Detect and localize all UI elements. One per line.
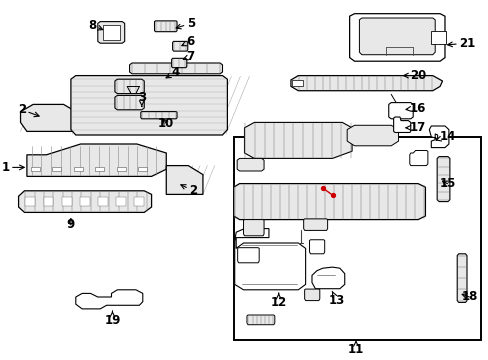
Polygon shape	[349, 14, 444, 61]
Text: 11: 11	[347, 341, 364, 356]
Polygon shape	[436, 157, 449, 202]
Text: 19: 19	[104, 311, 121, 327]
Text: 8: 8	[88, 19, 102, 32]
Text: 13: 13	[327, 291, 344, 307]
Polygon shape	[141, 112, 177, 119]
Text: 6: 6	[182, 35, 194, 48]
Polygon shape	[129, 63, 222, 74]
Polygon shape	[115, 95, 144, 110]
Polygon shape	[102, 25, 120, 40]
Polygon shape	[311, 267, 344, 289]
Bar	[233, 137, 480, 340]
Polygon shape	[61, 197, 71, 206]
Polygon shape	[237, 158, 264, 171]
Bar	[74, 167, 82, 171]
Polygon shape	[76, 290, 142, 309]
Polygon shape	[304, 289, 319, 301]
Bar	[52, 167, 61, 171]
Text: 3: 3	[138, 91, 145, 107]
Polygon shape	[166, 166, 203, 194]
Polygon shape	[115, 79, 144, 94]
Text: 7: 7	[183, 50, 194, 63]
Polygon shape	[388, 103, 412, 119]
Text: 2: 2	[18, 103, 39, 117]
Polygon shape	[43, 197, 53, 206]
Bar	[117, 167, 125, 171]
Text: 17: 17	[405, 121, 426, 134]
Polygon shape	[116, 197, 126, 206]
Polygon shape	[246, 315, 274, 325]
Text: 1: 1	[2, 161, 24, 174]
Polygon shape	[71, 76, 227, 135]
Polygon shape	[171, 58, 186, 68]
Text: 12: 12	[270, 293, 286, 309]
Polygon shape	[309, 240, 324, 254]
Bar	[138, 167, 147, 171]
Polygon shape	[98, 22, 124, 43]
Polygon shape	[346, 125, 398, 146]
Polygon shape	[292, 80, 303, 86]
Text: 10: 10	[158, 117, 174, 130]
Polygon shape	[172, 41, 187, 51]
Polygon shape	[243, 220, 264, 236]
Polygon shape	[409, 150, 427, 166]
Polygon shape	[303, 219, 327, 230]
Polygon shape	[428, 126, 448, 148]
Polygon shape	[290, 76, 442, 91]
Polygon shape	[25, 197, 35, 206]
Polygon shape	[80, 197, 89, 206]
Polygon shape	[430, 31, 445, 44]
Polygon shape	[134, 197, 144, 206]
Polygon shape	[27, 144, 166, 176]
Text: 18: 18	[460, 291, 477, 303]
Text: 5: 5	[176, 17, 194, 30]
Text: 2: 2	[181, 184, 197, 197]
Polygon shape	[359, 18, 434, 55]
Text: 16: 16	[405, 102, 426, 114]
Polygon shape	[20, 104, 76, 131]
Polygon shape	[234, 229, 305, 290]
Text: 20: 20	[403, 69, 426, 82]
Bar	[31, 167, 40, 171]
Polygon shape	[393, 117, 410, 132]
Text: 4: 4	[166, 66, 180, 78]
Polygon shape	[19, 191, 151, 212]
Text: 14: 14	[435, 130, 455, 143]
Polygon shape	[237, 248, 259, 263]
Bar	[95, 167, 104, 171]
Text: 15: 15	[438, 177, 455, 190]
Polygon shape	[98, 197, 108, 206]
Text: 21: 21	[447, 37, 474, 50]
Polygon shape	[233, 184, 425, 220]
Polygon shape	[154, 21, 177, 32]
Polygon shape	[456, 254, 466, 302]
Polygon shape	[244, 122, 351, 158]
Text: 9: 9	[67, 219, 75, 231]
